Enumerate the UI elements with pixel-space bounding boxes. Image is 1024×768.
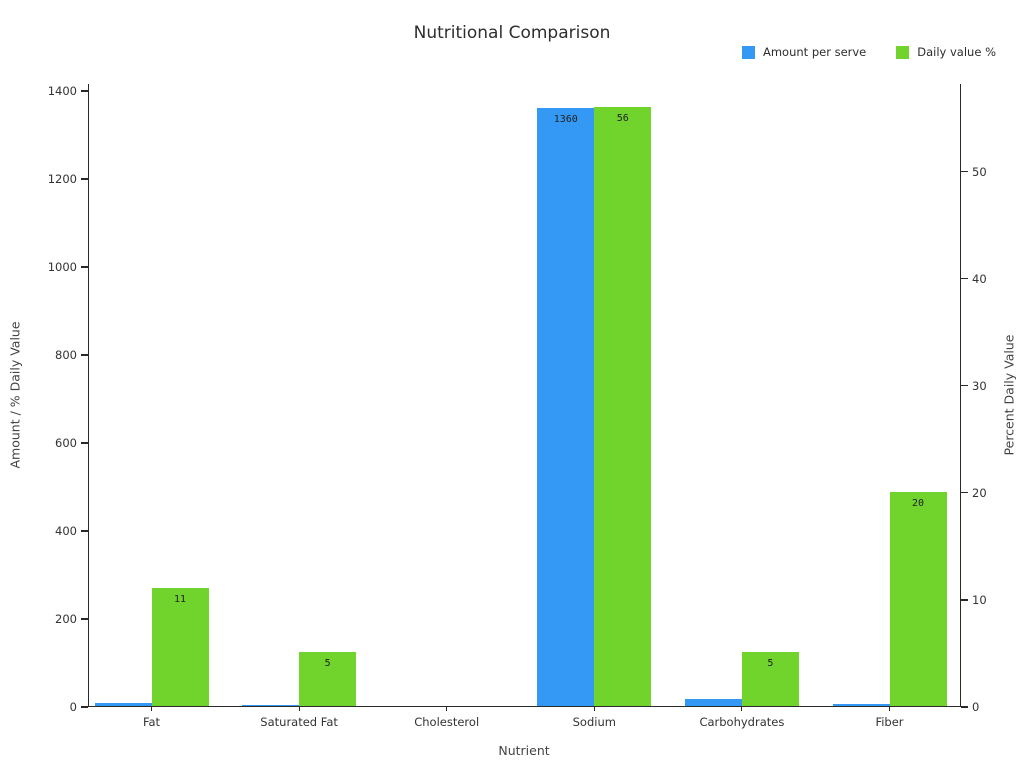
- y-left-tick-mark: [81, 706, 88, 708]
- y-left-tick-label: 1000: [47, 260, 77, 275]
- y-right-tick-label: 50: [972, 164, 987, 179]
- y-left-tick-mark: [81, 442, 88, 444]
- legend-label-amount: Amount per serve: [762, 45, 867, 59]
- y-left-tick-mark: [81, 530, 88, 532]
- y-left-tick-label: 0: [69, 700, 77, 714]
- x-tick-mark: [888, 706, 891, 711]
- y-left-tick-label: 800: [55, 348, 77, 363]
- x-tick-label-saturated-fat: Saturated Fat: [260, 715, 338, 729]
- x-tick-label-fat: Fat: [142, 715, 161, 729]
- bar-value-daily-value-sodium: 56: [616, 112, 629, 124]
- y-right-tick-label: 20: [972, 485, 987, 500]
- bar-amount-per-serve-saturated-fat: [242, 705, 300, 706]
- bar-value-daily-value-fiber: 20: [911, 497, 925, 509]
- y-axis-label-left: Amount / % Daily Value: [7, 321, 23, 469]
- legend: Amount per serve Daily value %: [741, 45, 996, 59]
- y-right-tick-label: 0: [972, 700, 980, 714]
- plot-area: 0 200 400 600 800 1000 1200 1400 0 10 20 30 40 50 Fat S…: [48, 84, 987, 729]
- bar-daily-value-saturated-fat: [299, 652, 357, 706]
- bar-value-amount-per-serve-sodium: 1360: [553, 113, 578, 125]
- x-tick-mark: [298, 706, 300, 711]
- bar-value-daily-value-saturated-fat: 5: [324, 658, 331, 670]
- bar-daily-value-fat: [151, 588, 209, 706]
- y-right-tick-mark: [961, 171, 968, 173]
- y-left-tick-mark: [81, 354, 88, 356]
- x-tick-label-cholesterol: Cholesterol: [414, 715, 480, 729]
- x-tick-mark: [150, 706, 153, 711]
- y-right-tick-mark: [961, 492, 968, 494]
- legend-swatch-daily-value-icon: [896, 45, 910, 59]
- bar-value-daily-value-fat: 11: [173, 594, 187, 606]
- bar-value-daily-value-carbohydrates: 5: [767, 658, 774, 670]
- bar-daily-value-fiber: [889, 491, 947, 706]
- y-left-tick-label: 400: [55, 524, 77, 538]
- y-axis-label-right: Percent Daily Value: [1001, 334, 1017, 456]
- chart-title: Nutritional Comparison: [413, 23, 611, 43]
- bar-daily-value-carbohydrates: [741, 652, 799, 706]
- x-tick-label-carbohydrates: Carbohydrates: [699, 715, 785, 729]
- bar-amount-per-serve-fiber: [832, 703, 890, 706]
- x-tick-label-sodium: Sodium: [572, 715, 616, 729]
- x-tick-mark: [446, 706, 448, 711]
- y-right-tick-label: 10: [972, 592, 987, 607]
- y-right-tick-mark: [961, 599, 968, 601]
- x-axis-label: Nutrient: [498, 743, 550, 758]
- legend-label-daily-value: Daily value %: [917, 45, 996, 59]
- y-right-tick-label: 40: [972, 271, 987, 286]
- bar-daily-value-sodium: [594, 106, 652, 706]
- y-left-tick-mark: [81, 90, 88, 92]
- y-left-tick-label: 1400: [47, 84, 77, 99]
- y-left-tick-mark: [81, 266, 88, 268]
- legend-item-amount: Amount per serve: [741, 45, 867, 59]
- legend-item-daily-value: Daily value %: [896, 45, 996, 59]
- x-tick-label-fiber: Fiber: [875, 715, 904, 729]
- bar-amount-per-serve-sodium: [537, 107, 595, 706]
- bar-amount-per-serve-carbohydrates: [684, 699, 742, 706]
- y-right-tick-mark: [961, 385, 968, 387]
- x-tick-mark: [593, 706, 595, 711]
- y-left-tick-mark: [81, 178, 88, 180]
- legend-swatch-amount-icon: [741, 45, 755, 59]
- y-right-tick-mark: [961, 706, 968, 708]
- y-left-tick-label: 200: [55, 612, 77, 626]
- y-right-tick-label: 30: [972, 378, 987, 393]
- x-tick-mark: [741, 706, 743, 711]
- y-left-tick-mark: [81, 618, 88, 620]
- y-left-tick-label: 1200: [47, 172, 77, 187]
- bar-amount-per-serve-fat: [94, 702, 152, 706]
- y-right-tick-mark: [961, 278, 968, 280]
- y-left-tick-label: 600: [55, 436, 77, 451]
